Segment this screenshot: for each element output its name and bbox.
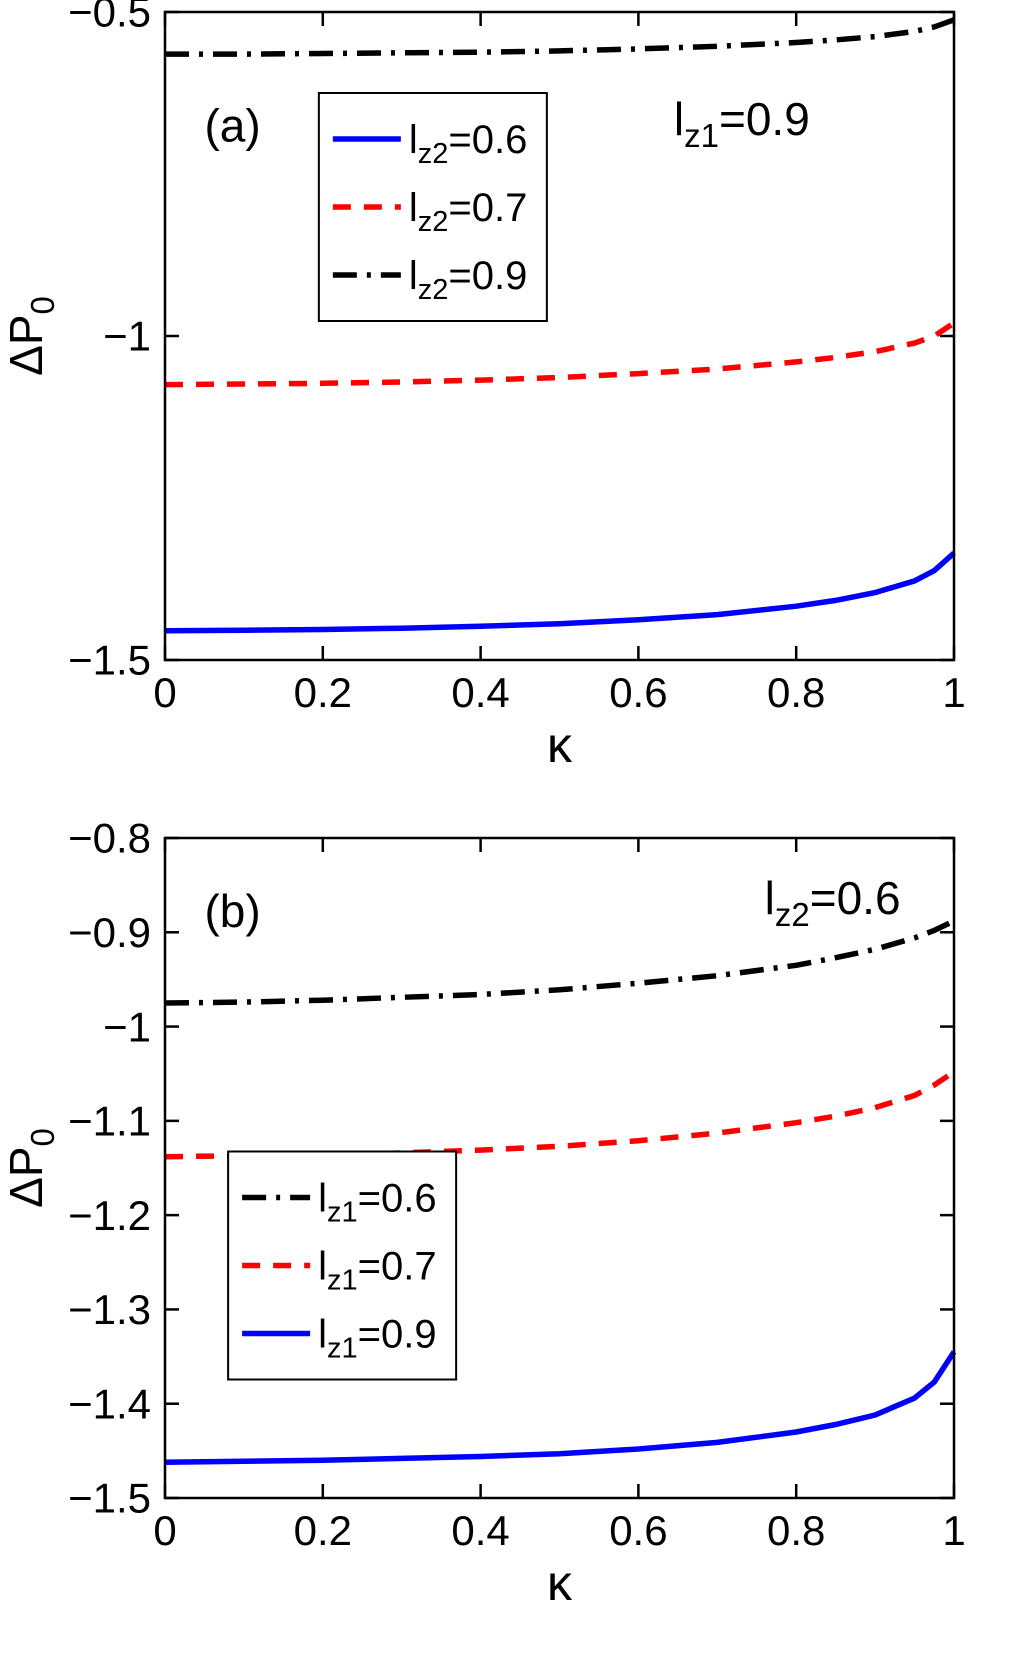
x-tick-label: 0: [153, 669, 176, 716]
curve-lz2=0.9: [165, 17, 955, 57]
y-tick-label: −1: [103, 1003, 151, 1050]
x-tick-label: 0.4: [451, 669, 509, 716]
legend-label: lz2=0.7: [409, 186, 527, 238]
legend-box: [227, 1150, 458, 1381]
x-tick-label: 0.8: [767, 1507, 825, 1554]
x-axis-label: κ: [547, 1555, 573, 1611]
x-tick-label: 0: [153, 1507, 176, 1554]
plot-box: [163, 836, 956, 1500]
curve-lz2=0.7: [164, 320, 956, 388]
y-axis-label: ΔP0: [0, 1128, 61, 1208]
legend-label: lz1=0.7: [318, 1245, 437, 1297]
x-tick-label: 0.2: [294, 669, 352, 716]
y-tick-label: −1.3: [68, 1286, 151, 1333]
plot-box: [163, 10, 956, 662]
y-tick-label: −0.9: [68, 909, 151, 956]
x-tick-label: 0.8: [767, 669, 825, 716]
panel-letter: (b): [204, 885, 260, 937]
x-tick-label: 1: [942, 1507, 965, 1554]
legend-label: lz2=0.9: [409, 254, 527, 306]
y-tick-label: −1: [103, 313, 151, 360]
y-axis-label: ΔP0: [0, 296, 61, 376]
y-tick-label: −1.5: [68, 1475, 151, 1522]
curve-lz2=0.6: [164, 551, 956, 634]
panel-letter: (a): [204, 100, 260, 152]
curve-lz1=0.6: [164, 918, 956, 1006]
axes: 0 0.2 0.4 0.6 0.8 1 −1.5 −1 −0.5: [68, 0, 966, 716]
legend-label: lz2=0.6: [409, 118, 527, 170]
x-tick-label: 0.6: [609, 669, 667, 716]
curve-lz1=0.7: [164, 1069, 956, 1160]
axes: 0 0.2 0.4 0.6 0.8 1 −1.5 −1.4 −1.3 −1.2 −1.1 −1 −0.9…: [68, 815, 966, 1554]
legend-box: [317, 92, 548, 322]
curve-lz1=0.9: [164, 1350, 957, 1465]
annotation: lz1=0.9: [674, 93, 810, 154]
x-tick-label: 0.2: [294, 1507, 352, 1554]
annotation: lz2=0.6: [765, 872, 901, 933]
y-tick-label: −1.1: [68, 1098, 151, 1145]
panel-a-chart: 0 0.2 0.4 0.6 0.8 1 −1.5 −1 −0.5 κ ΔP0 (a) lz1=0.9 lz…: [0, 0, 966, 773]
legend-label: lz1=0.9: [318, 1313, 437, 1365]
legend-label: lz1=0.6: [318, 1177, 437, 1229]
panel-b-chart: 0 0.2 0.4 0.6 0.8 1 −1.5 −1.4 −1.3 −1.2 −1.1 −1 −0.9…: [0, 815, 966, 1611]
x-tick-label: 1: [942, 669, 965, 716]
x-axis-label: κ: [547, 717, 573, 773]
panel-a: 0 0.2 0.4 0.6 0.8 1 −1.5 −1 −0.5 κ ΔP0 (a) lz1=0.9 lz…: [0, 0, 1020, 790]
y-tick-label: −1.2: [68, 1192, 151, 1239]
y-tick-label: −0.8: [68, 815, 151, 862]
x-tick-label: 0.4: [451, 1507, 509, 1554]
y-tick-label: −1.5: [68, 637, 151, 684]
y-tick-label: −0.5: [68, 0, 151, 36]
y-tick-label: −1.4: [68, 1380, 151, 1427]
panel-b: 0 0.2 0.4 0.6 0.8 1 −1.5 −1.4 −1.3 −1.2 −1.1 −1 −0.9…: [0, 790, 1020, 1676]
x-tick-label: 0.6: [609, 1507, 667, 1554]
